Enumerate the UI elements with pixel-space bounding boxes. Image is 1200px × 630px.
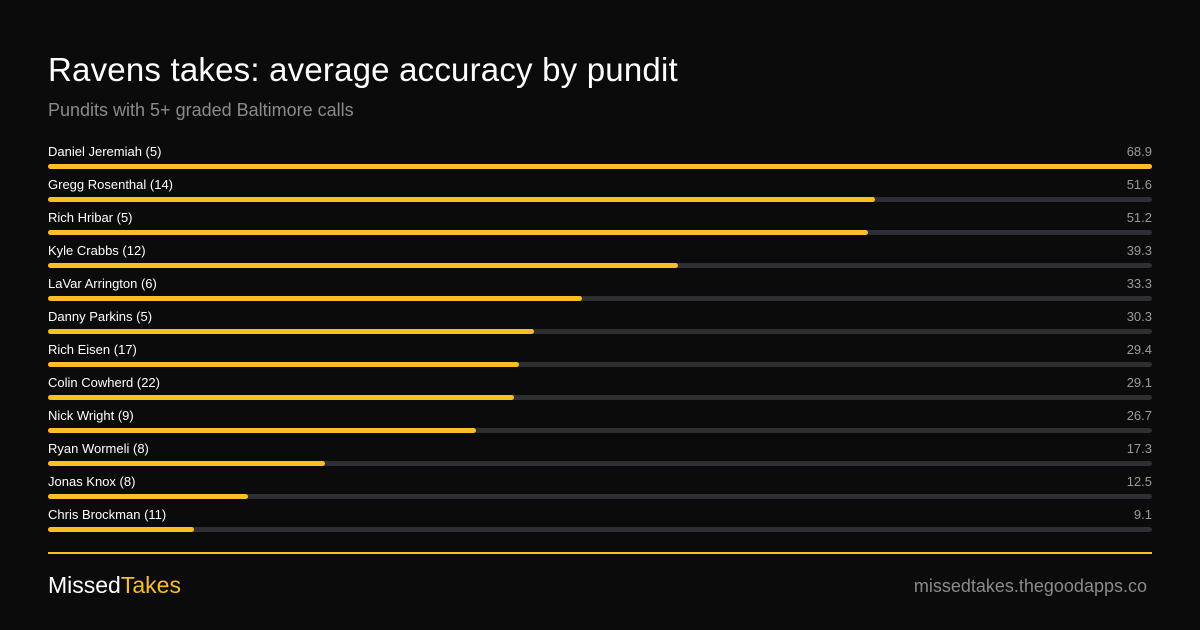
- bar-value-label: 17.3: [1126, 441, 1152, 456]
- bar-value-label: 29.4: [1126, 342, 1152, 357]
- bar-track: [48, 329, 1152, 334]
- bar-value-label: 26.7: [1126, 408, 1152, 423]
- bar-value-label: 9.1: [1133, 507, 1152, 522]
- bar: [48, 428, 476, 433]
- bar: [48, 164, 1152, 169]
- bar-value-label: 33.3: [1126, 276, 1152, 291]
- bar-label: Gregg Rosenthal (14): [48, 177, 174, 192]
- bar: [48, 197, 875, 202]
- bar-value-label: 29.1: [1126, 375, 1152, 390]
- bar-row: Colin Cowherd (22) 29.1: [48, 374, 1152, 407]
- bar-track: [48, 395, 1152, 400]
- bar-row: LaVar Arrington (6) 33.3: [48, 275, 1152, 308]
- bar-track: [48, 230, 1152, 235]
- bar-track: [48, 461, 1152, 466]
- bar-row: Ryan Wormeli (8) 17.3: [48, 440, 1152, 473]
- bar-track: [48, 263, 1152, 268]
- chart-subtitle: Pundits with 5+ graded Baltimore calls: [48, 100, 354, 120]
- bar-label: Rich Hribar (5): [48, 210, 133, 225]
- bar: [48, 329, 534, 334]
- bar-value-label: 68.9: [1126, 144, 1152, 159]
- brand-logo-part2: Takes: [120, 572, 181, 598]
- bar-value-label: 39.3: [1126, 243, 1152, 258]
- bar-row: Gregg Rosenthal (14) 51.6: [48, 176, 1152, 209]
- bar-row: Daniel Jeremiah (5) 68.9: [48, 143, 1152, 176]
- bar-value-label: 12.5: [1126, 474, 1152, 489]
- bar-value-label: 51.6: [1126, 177, 1152, 192]
- bar-label: Kyle Crabbs (12): [48, 243, 146, 258]
- bar-track: [48, 296, 1152, 301]
- bar-label: Colin Cowherd (22): [48, 375, 160, 390]
- bar-track: [48, 197, 1152, 202]
- site-url: missedtakes.thegoodapps.co: [913, 576, 1147, 596]
- bar: [48, 263, 678, 268]
- bar-label: Jonas Knox (8): [48, 474, 136, 489]
- bar-row: Kyle Crabbs (12) 39.3: [48, 242, 1152, 275]
- bar-label: Nick Wright (9): [48, 408, 134, 423]
- bar-label: Daniel Jeremiah (5): [48, 144, 162, 159]
- bar-track: [48, 494, 1152, 499]
- footer-divider: [48, 552, 1152, 554]
- bar-value-label: 30.3: [1126, 309, 1152, 324]
- bar-row: Danny Parkins (5) 30.3: [48, 308, 1152, 341]
- bar-track: [48, 527, 1152, 532]
- bar: [48, 527, 194, 532]
- bar: [48, 461, 326, 466]
- bar: [48, 230, 869, 235]
- bar-label: Ryan Wormeli (8): [48, 441, 149, 456]
- brand-logo-part1: Missed: [48, 572, 121, 598]
- bar-label: Chris Brockman (11): [48, 507, 167, 522]
- bar-row: Chris Brockman (11) 9.1: [48, 506, 1152, 539]
- bar-track: [48, 164, 1152, 169]
- bar-row: Rich Eisen (17) 29.4: [48, 341, 1152, 374]
- bar: [48, 296, 582, 301]
- bar: [48, 494, 249, 499]
- bar-value-label: 51.2: [1126, 210, 1152, 225]
- bar-track: [48, 428, 1152, 433]
- bar-row: Jonas Knox (8) 12.5: [48, 473, 1152, 506]
- bar-row: Nick Wright (9) 26.7: [48, 407, 1152, 440]
- brand-logo: MissedTakes: [48, 571, 181, 599]
- bar: [48, 395, 515, 400]
- bar-label: Rich Eisen (17): [48, 342, 137, 357]
- bar-row: Rich Hribar (5) 51.2: [48, 209, 1152, 242]
- bar-chart: Daniel Jeremiah (5) 68.9 Gregg Rosenthal (…: [48, 143, 1152, 539]
- bar-label: LaVar Arrington (6): [48, 276, 157, 291]
- bar: [48, 362, 520, 367]
- chart-title: Ravens takes: average accuracy by pundit: [48, 51, 678, 88]
- bar-track: [48, 362, 1152, 367]
- bar-label: Danny Parkins (5): [48, 309, 153, 324]
